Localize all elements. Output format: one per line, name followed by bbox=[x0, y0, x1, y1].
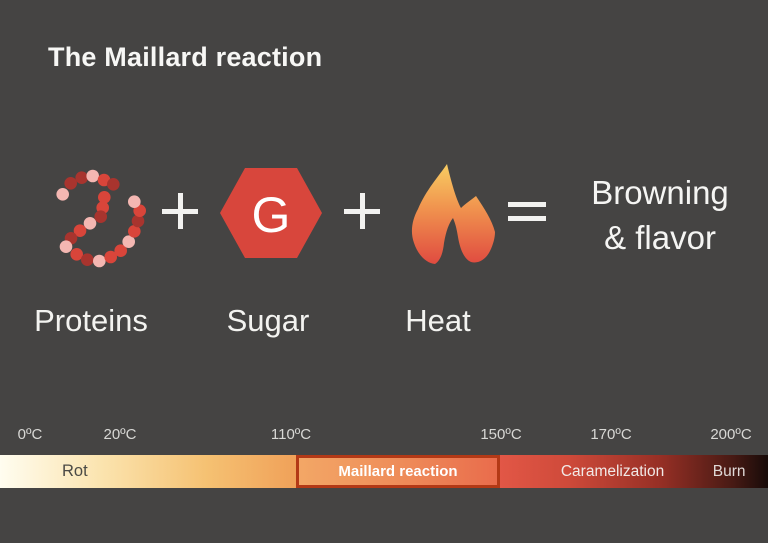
protein-dot bbox=[122, 235, 135, 248]
temperature-tick: 150ºC bbox=[480, 426, 522, 443]
protein-dot bbox=[114, 244, 127, 257]
protein-dot bbox=[73, 224, 87, 237]
flame-icon bbox=[411, 164, 495, 264]
sugar-hexagon-icon: G bbox=[220, 168, 322, 258]
protein-dot bbox=[64, 177, 77, 190]
protein-dot bbox=[59, 240, 73, 253]
protein-dot bbox=[70, 248, 83, 261]
temperature-tick: 20ºC bbox=[103, 426, 137, 443]
protein-dot bbox=[81, 253, 94, 266]
temperature-bar: Rot Maillard reaction Caramelization Bur… bbox=[0, 455, 768, 488]
temperature-tick: 170ºC bbox=[590, 426, 632, 443]
segment-burn-label: Burn bbox=[712, 463, 746, 480]
equals-icon bbox=[508, 202, 546, 221]
temperature-ticks: 0ºC 20ºC 110ºC 150ºC 170ºC 200ºC bbox=[0, 426, 768, 444]
protein-dot bbox=[128, 225, 141, 238]
sugar-letter: G bbox=[252, 187, 291, 243]
segment-maillard-reaction: Maillard reaction bbox=[296, 455, 500, 488]
temperature-tick: 0ºC bbox=[17, 426, 43, 443]
segment-maillard-label: Maillard reaction bbox=[338, 463, 458, 480]
result-text: Browning & flavor bbox=[558, 170, 762, 260]
protein-dot bbox=[75, 171, 88, 184]
segment-caramelization-label: Caramelization bbox=[560, 463, 665, 480]
result-line-2: & flavor bbox=[604, 219, 716, 256]
temperature-tick: 200ºC bbox=[710, 426, 752, 443]
plus-icon bbox=[162, 193, 198, 229]
protein-dot bbox=[104, 250, 117, 264]
term-label-proteins: Proteins bbox=[34, 303, 148, 338]
protein-dot bbox=[131, 214, 145, 228]
page-title: The Maillard reaction bbox=[48, 42, 323, 72]
term-label-heat: Heat bbox=[405, 303, 471, 338]
segment-rot: Rot bbox=[0, 455, 296, 488]
protein-dot bbox=[94, 210, 107, 223]
protein-dot bbox=[98, 191, 111, 204]
segment-caramelization-burn: Caramelization Burn bbox=[500, 455, 768, 488]
protein-dot bbox=[93, 254, 106, 268]
plus-icon bbox=[344, 193, 380, 229]
temperature-tick: 110ºC bbox=[270, 426, 312, 443]
segment-rot-label: Rot bbox=[62, 462, 88, 480]
protein-dot bbox=[128, 195, 141, 208]
protein-dot bbox=[86, 169, 99, 183]
protein-dot bbox=[83, 217, 97, 230]
protein-dot bbox=[107, 178, 120, 191]
protein-dot bbox=[56, 188, 69, 201]
result-line-1: Browning bbox=[591, 174, 729, 211]
term-label-sugar: Sugar bbox=[226, 303, 310, 338]
protein-chain-icon bbox=[56, 169, 146, 268]
